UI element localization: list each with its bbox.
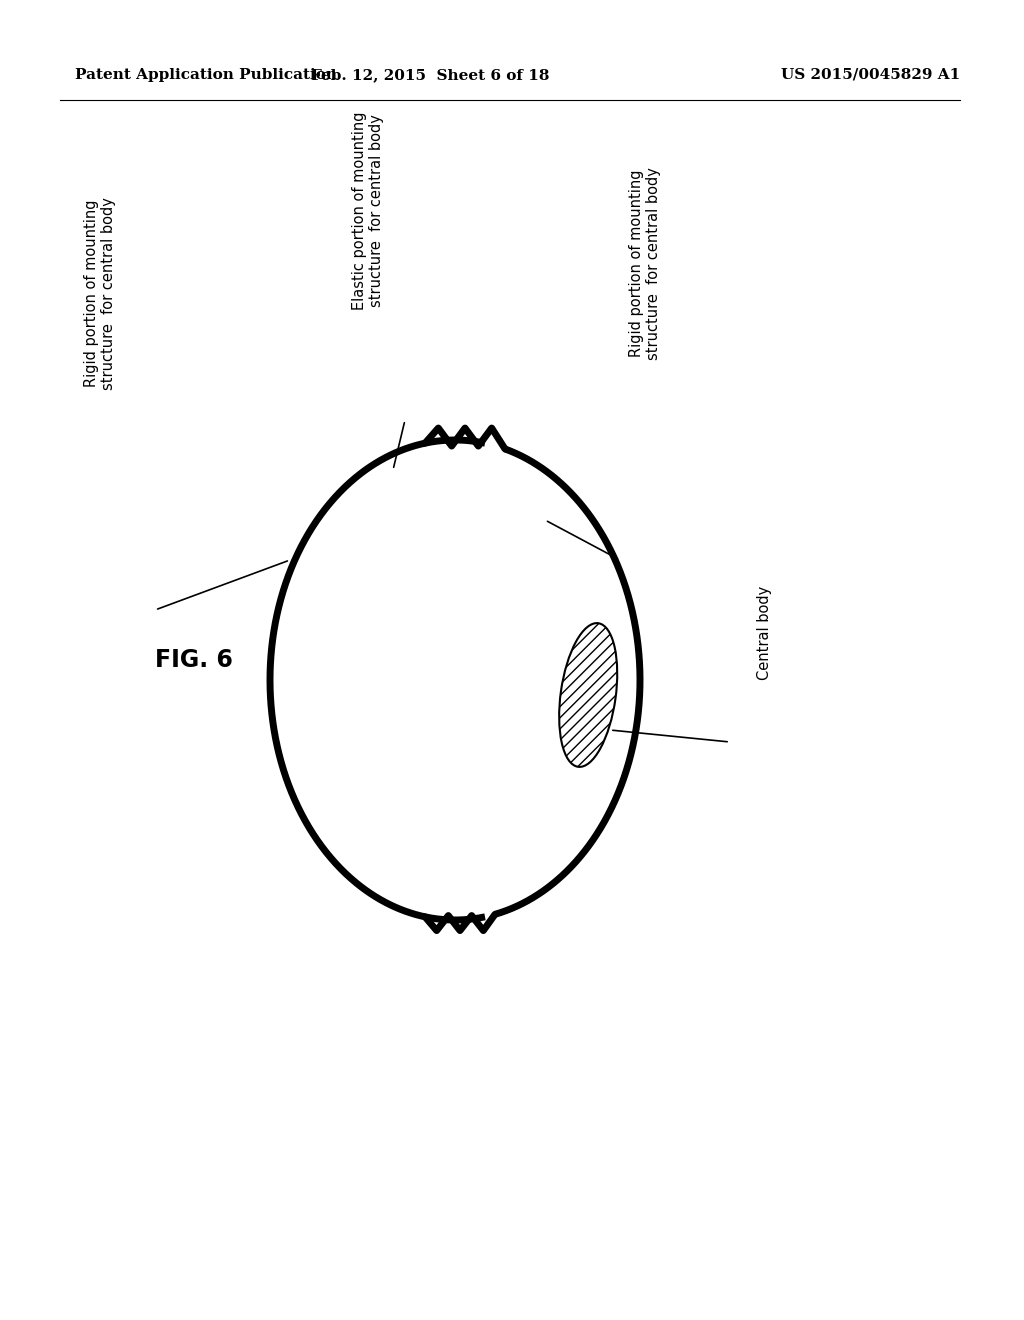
Text: Elastic portion of mounting
structure  for central body: Elastic portion of mounting structure fo… xyxy=(352,111,384,310)
Text: FIG. 6: FIG. 6 xyxy=(155,648,232,672)
Text: Rigid portion of mounting
structure  for central body: Rigid portion of mounting structure for … xyxy=(629,168,662,360)
Text: Rigid portion of mounting
structure  for central body: Rigid portion of mounting structure for … xyxy=(84,197,116,389)
Text: Central body: Central body xyxy=(758,586,772,680)
Text: Feb. 12, 2015  Sheet 6 of 18: Feb. 12, 2015 Sheet 6 of 18 xyxy=(310,69,549,82)
Text: US 2015/0045829 A1: US 2015/0045829 A1 xyxy=(780,69,961,82)
Text: Patent Application Publication: Patent Application Publication xyxy=(75,69,337,82)
Ellipse shape xyxy=(559,623,617,767)
